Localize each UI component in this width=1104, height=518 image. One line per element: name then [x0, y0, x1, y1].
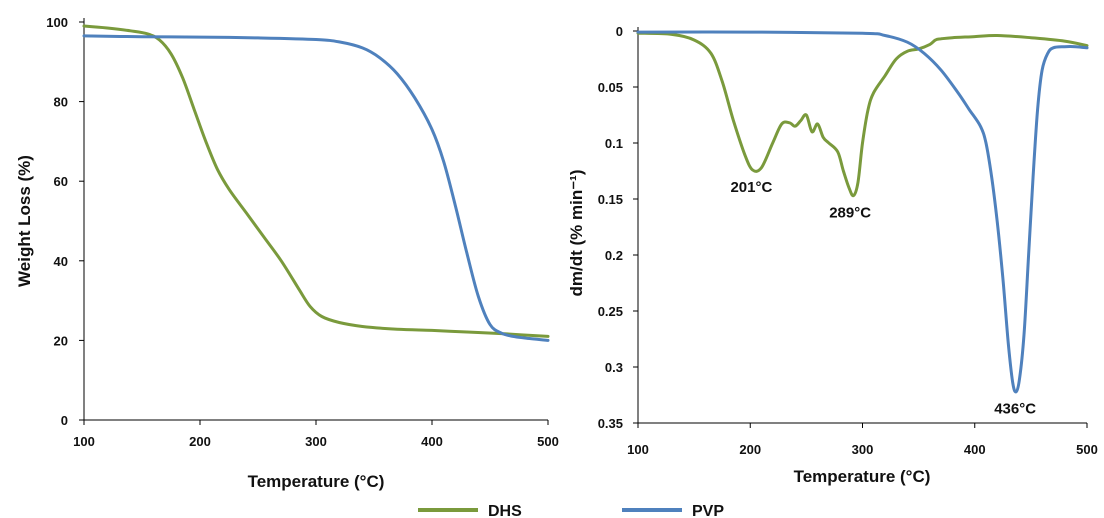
y-axis-title: dm/dt (% min⁻¹): [567, 169, 586, 296]
y-tick-label: 80: [54, 95, 68, 110]
x-tick-label: 500: [1076, 442, 1098, 457]
x-tick-label: 200: [189, 434, 211, 449]
y-tick-label: 0.05: [598, 80, 623, 95]
x-tick-label: 500: [537, 434, 559, 449]
x-tick-label: 100: [627, 442, 649, 457]
y-tick-label: 0: [616, 24, 623, 39]
y-tick-label: 0: [61, 413, 68, 428]
y-tick-label: 100: [46, 15, 68, 30]
series-line-dhs: [636, 31, 1089, 198]
x-tick-label: 300: [852, 442, 874, 457]
weight-loss-chart: 100 200 300 400 500 0 20 40 60 80 100 Temperature (…: [15, 15, 559, 491]
peak-annotation: 201°C: [730, 179, 772, 196]
series-line-pvp: [82, 34, 550, 342]
y-tick-label: 40: [54, 254, 68, 269]
x-tick-label: 200: [739, 442, 761, 457]
y-tick-label: 0.35: [598, 416, 623, 431]
legend-label-pvp: PVP: [692, 503, 724, 518]
x-tick-label: 100: [73, 434, 95, 449]
y-tick-label: 0.15: [598, 192, 623, 207]
y-tick-label: 20: [54, 333, 68, 348]
x-tick-label: 300: [305, 434, 327, 449]
x-axis-title: Temperature (°C): [794, 467, 931, 486]
x-tick-label: 400: [421, 434, 443, 449]
x-axis-title: Temperature (°C): [248, 472, 385, 491]
y-tick-label: 0.3: [605, 360, 623, 375]
y-axis-title: Weight Loss (%): [15, 155, 34, 287]
x-tick-label: 400: [964, 442, 986, 457]
y-tick-label: 60: [54, 174, 68, 189]
legend-label-dhs: DHS: [488, 503, 522, 518]
peak-annotation: 289°C: [829, 205, 871, 222]
series-line-pvp: [636, 30, 1089, 394]
peak-annotation: 436°C: [994, 401, 1036, 418]
legend: DHS PVP: [418, 503, 724, 518]
y-tick-label: 0.1: [605, 136, 623, 151]
derivative-chart: 100 200 300 400 500 0 0.05 0.1 0.15 0.2 0.25 0.3 0.3…: [567, 24, 1098, 486]
y-tick-label: 0.25: [598, 304, 623, 319]
series-line-dhs: [82, 24, 550, 338]
y-tick-label: 0.2: [605, 248, 623, 263]
